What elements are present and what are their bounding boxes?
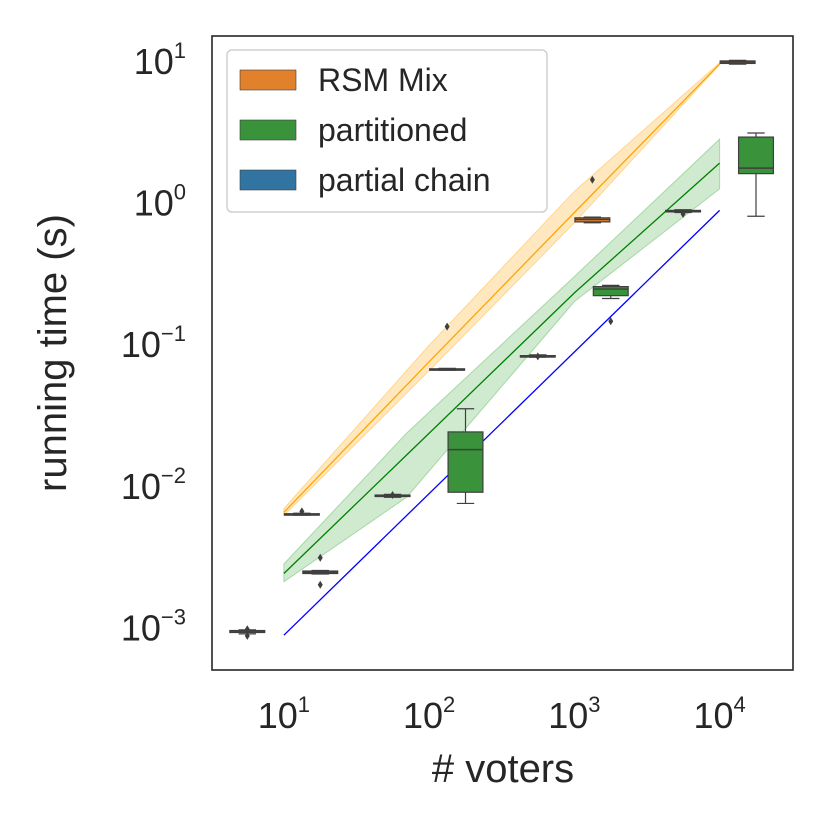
legend-swatch	[239, 119, 297, 141]
box-outlier	[390, 491, 396, 500]
legend-swatch	[239, 169, 297, 191]
y-tick-label: 10−3	[121, 604, 186, 648]
legend-label: partial chain	[318, 162, 491, 198]
x-tick-label: 102	[403, 692, 455, 736]
trend-lines	[283, 63, 721, 636]
box-body	[447, 431, 484, 493]
x-tick-label: 103	[548, 692, 600, 736]
x-tick-base: 10	[403, 695, 443, 736]
y-tick-exp: −2	[161, 463, 186, 488]
partitioned-fit-line	[283, 162, 721, 574]
x-tick-exp: 4	[734, 692, 746, 717]
box-plots	[229, 59, 775, 640]
box-outlier	[244, 631, 250, 640]
x-tick-label: 101	[258, 692, 310, 736]
y-tick-label: 101	[134, 38, 186, 82]
y-tick-base: 10	[121, 466, 161, 507]
y-tick-exp: 1	[174, 38, 186, 63]
box-partial-chain-9	[665, 209, 702, 219]
y-tick-base: 10	[134, 183, 174, 224]
y-axis-label: running time (s)	[31, 214, 75, 492]
box-partial-chain-6	[519, 352, 556, 361]
y-tick-label: 10−1	[121, 321, 186, 365]
x-tick-base: 10	[548, 695, 588, 736]
y-tick-exp: 0	[174, 180, 186, 205]
axes-frame	[211, 35, 794, 671]
box-partial-chain-3	[374, 491, 411, 500]
x-axis-label: # voters	[432, 747, 574, 791]
box-partitioned-8	[592, 284, 629, 326]
y-tick-base: 10	[134, 41, 174, 82]
y-tick-base: 10	[121, 324, 161, 365]
box-partitioned-2	[302, 553, 339, 589]
x-tick-base: 10	[258, 695, 298, 736]
partial-chain-fit-line	[283, 209, 721, 636]
x-tick-label: 104	[693, 692, 745, 736]
box-RSM-Mix-1	[283, 507, 320, 516]
box-outlier	[608, 317, 614, 326]
y-tick-label: 100	[134, 180, 186, 224]
x-axis: 101 102 103 104	[258, 692, 746, 736]
y-tick-exp: −3	[161, 604, 186, 629]
legend: RSM Mix partitioned partial chain	[226, 49, 548, 213]
box-partitioned-5	[447, 408, 484, 505]
x-tick-exp: 3	[588, 692, 600, 717]
legend-swatch	[239, 69, 297, 91]
box-partial-chain-0	[229, 625, 266, 640]
box-RSM-Mix-4	[429, 322, 466, 371]
legend-frame	[226, 49, 548, 213]
box-body	[592, 285, 629, 297]
legend-label: RSM Mix	[318, 62, 448, 98]
box-RSM-Mix-7	[574, 175, 611, 224]
x-tick-exp: 2	[443, 692, 455, 717]
legend-label: partitioned	[318, 112, 467, 148]
y-tick-exp: −1	[161, 321, 186, 346]
box-partitioned-11	[737, 132, 775, 217]
box-outlier	[444, 322, 450, 331]
rsm-mix-fit-line	[283, 63, 721, 513]
box-outlier	[535, 352, 541, 361]
box-RSM-Mix-10	[719, 59, 756, 65]
box-outlier	[317, 580, 323, 589]
x-tick-base: 10	[693, 695, 733, 736]
box-outlier	[680, 210, 686, 219]
plot-frame	[211, 35, 794, 671]
box-outlier	[589, 175, 595, 184]
box-outlier	[317, 553, 323, 562]
y-tick-base: 10	[121, 607, 161, 648]
x-tick-exp: 1	[298, 692, 310, 717]
box-outlier	[244, 625, 250, 634]
partitioned-fit-band	[283, 138, 721, 583]
y-tick-label: 10−2	[121, 463, 186, 507]
box-outlier	[299, 507, 305, 516]
